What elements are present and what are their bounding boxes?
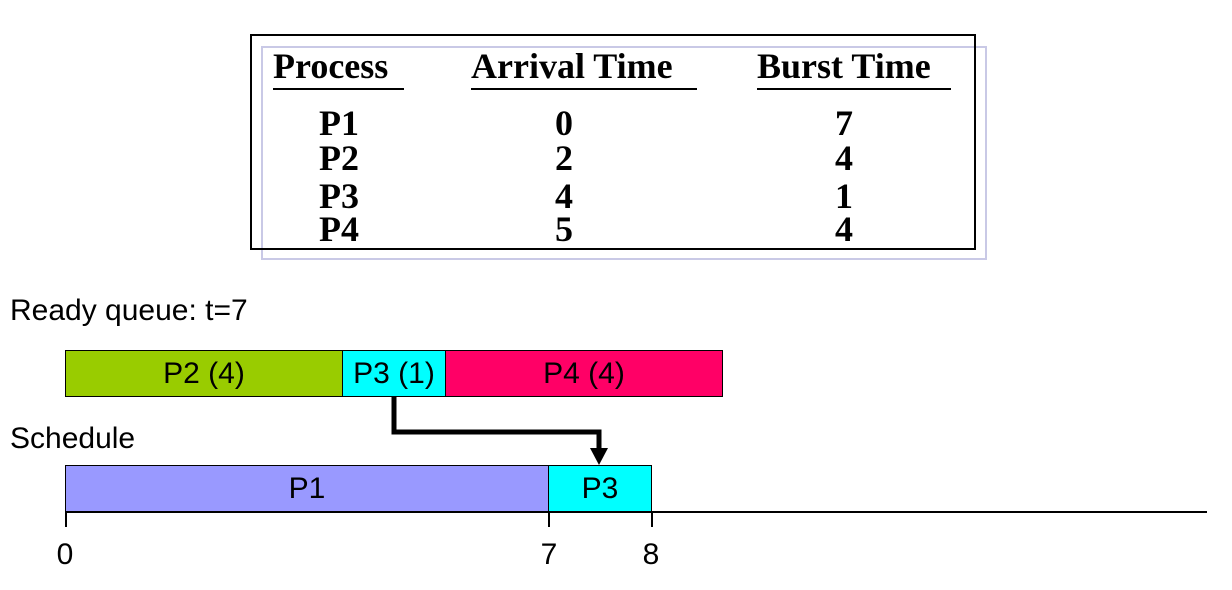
ready-queue-item-p4: P4 (4): [445, 350, 723, 397]
timeline-tick: [548, 511, 550, 527]
schedule-title: Schedule: [10, 422, 136, 455]
ready-queue-item-p3: P3 (1): [342, 350, 446, 397]
cell-burst: 7: [835, 103, 853, 143]
cell-process: P1: [319, 103, 359, 143]
timeline-axis: [65, 511, 1207, 513]
header-burst-time: Burst Time: [757, 46, 931, 86]
cell-burst: 1: [835, 176, 853, 216]
cell-burst: 4: [835, 209, 853, 249]
dispatch-arrow-line: [391, 397, 602, 450]
cell-arrival: 0: [555, 103, 573, 143]
tick-label: 0: [56, 538, 74, 571]
header-underline: [273, 88, 404, 90]
cell-process: P3: [319, 176, 359, 216]
schedule-item-p3: P3: [548, 465, 652, 512]
ready-queue-item-p2: P2 (4): [65, 350, 343, 397]
cell-process: P4: [319, 209, 359, 249]
cell-arrival: 2: [555, 138, 573, 178]
cell-process: P2: [319, 138, 359, 178]
process-table: [250, 34, 976, 250]
header-underline: [471, 88, 697, 90]
timeline-tick: [651, 511, 653, 527]
schedule-item-p1: P1: [65, 465, 549, 512]
header-process: Process: [273, 46, 389, 86]
timeline-tick: [65, 511, 67, 527]
cell-arrival: 5: [555, 209, 573, 249]
arrow-head-icon: [590, 448, 608, 465]
header-arrival-time: Arrival Time: [471, 46, 673, 86]
tick-label: 8: [642, 538, 660, 571]
table-shadow: [261, 46, 987, 260]
ready-queue-title: Ready queue: t=7: [10, 294, 248, 327]
cell-burst: 4: [835, 138, 853, 178]
tick-label: 7: [540, 538, 558, 571]
cell-arrival: 4: [555, 176, 573, 216]
header-underline: [757, 88, 951, 90]
